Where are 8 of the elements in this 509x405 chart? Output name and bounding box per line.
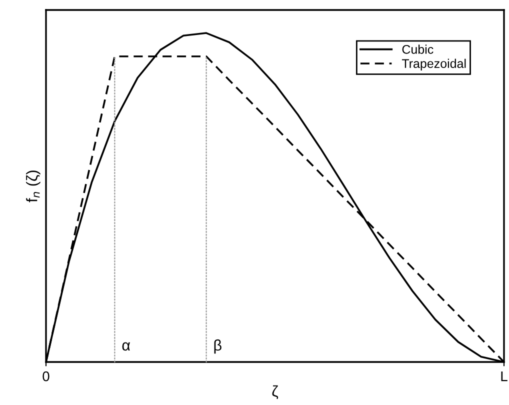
- annotation: β: [214, 339, 222, 354]
- legend-label: Trapezoidal: [402, 58, 466, 70]
- y-axis-title: f$_{n}$ (ζ): [26, 170, 40, 202]
- legend-label: Cubic: [402, 44, 434, 54]
- annotation: α: [122, 342, 130, 351]
- x-tick-label: 0: [42, 371, 50, 382]
- x-tick-label: L: [501, 372, 508, 382]
- x-axis-title: ζ: [272, 385, 278, 400]
